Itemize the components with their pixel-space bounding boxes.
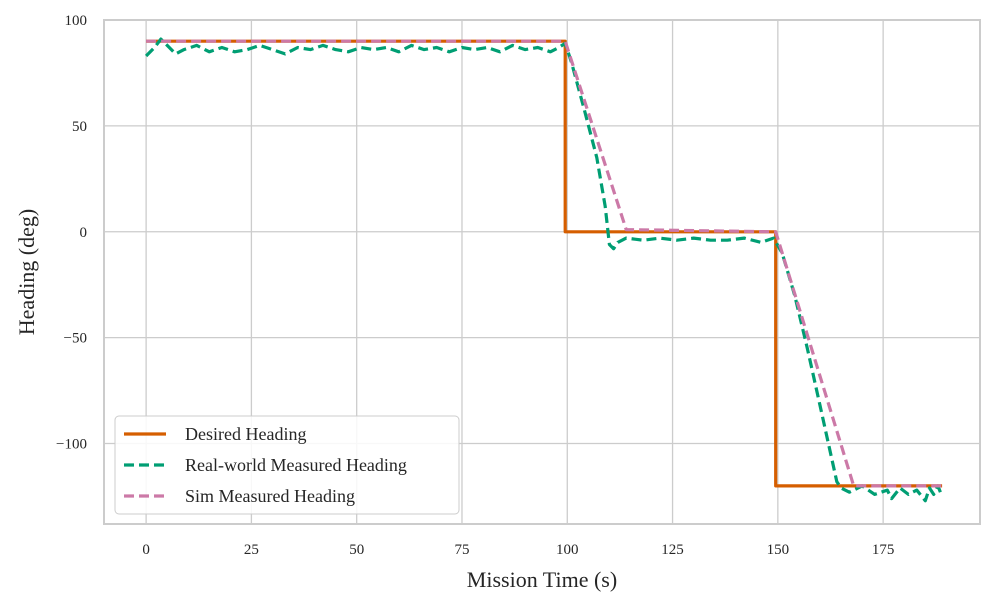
x-tick-label: 175 [872,542,895,558]
x-axis-title: Mission Time (s) [467,567,617,592]
x-tick-label: 25 [244,542,259,558]
y-tick-labels: 100 50 0 −50 −100 [56,13,87,453]
x-tick-label: 50 [349,542,364,558]
y-tick-label: 50 [72,119,87,135]
x-tick-label: 150 [767,542,790,558]
x-tick-labels: 0 25 50 75 100 125 150 175 [142,542,894,558]
x-tick-label: 100 [556,542,579,558]
series-lines [144,37,944,503]
y-tick-label: 0 [80,225,88,241]
legend-label-3: Sim Measured Heading [185,486,355,506]
y-axis-title: Heading (deg) [14,209,39,335]
legend: Desired Heading Real-world Measured Headi… [114,415,460,515]
x-tick-label: 75 [454,542,469,558]
legend-label-1: Desired Heading [185,424,306,444]
y-tick-label: 100 [65,13,88,29]
x-tick-label: 0 [142,542,150,558]
plot-area-frame [103,19,981,525]
y-tick-label: −50 [64,331,87,347]
x-tick-label: 125 [661,542,684,558]
series-line-2 [144,37,944,503]
y-tick-label: −100 [56,437,87,453]
series-line-3 [146,39,943,488]
legend-label-2: Real-world Measured Heading [185,455,407,475]
legend-box [114,415,460,515]
